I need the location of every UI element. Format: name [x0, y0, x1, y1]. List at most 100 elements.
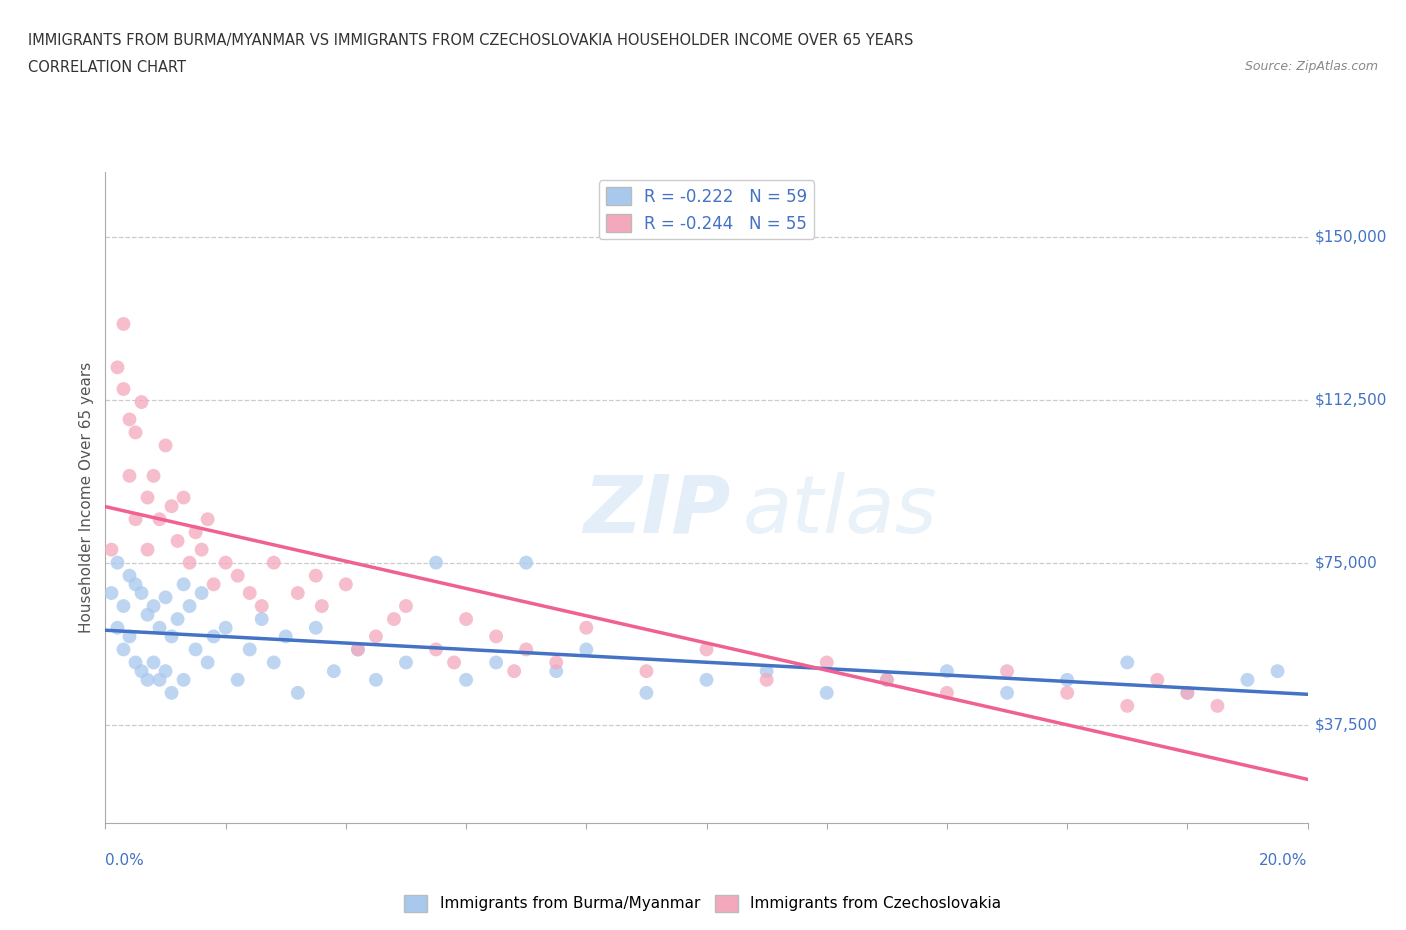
- Point: [1116, 698, 1139, 713]
- Point: [197, 512, 219, 526]
- Text: $37,500: $37,500: [1315, 718, 1378, 733]
- Point: [136, 490, 159, 505]
- Point: [995, 685, 1018, 700]
- Text: IMMIGRANTS FROM BURMA/MYANMAR VS IMMIGRANTS FROM CZECHOSLOVAKIA HOUSEHOLDER INCO: IMMIGRANTS FROM BURMA/MYANMAR VS IMMIGRA…: [28, 33, 914, 47]
- Point: [131, 586, 153, 601]
- Point: [131, 394, 153, 409]
- Point: [485, 629, 508, 644]
- Point: [100, 586, 122, 601]
- Point: [1267, 664, 1289, 679]
- Point: [124, 425, 146, 440]
- Point: [190, 542, 212, 557]
- Point: [755, 664, 778, 679]
- Point: [876, 672, 898, 687]
- Point: [696, 672, 718, 687]
- Point: [136, 672, 159, 687]
- Point: [148, 512, 170, 526]
- Text: atlas: atlas: [742, 472, 938, 550]
- Text: $112,500: $112,500: [1315, 392, 1386, 407]
- Point: [364, 672, 387, 687]
- Point: [454, 612, 477, 627]
- Point: [100, 542, 122, 557]
- Legend: Immigrants from Burma/Myanmar, Immigrants from Czechoslovakia: Immigrants from Burma/Myanmar, Immigrant…: [398, 889, 1008, 918]
- Point: [112, 316, 135, 331]
- Text: Source: ZipAtlas.com: Source: ZipAtlas.com: [1244, 60, 1378, 73]
- Point: [287, 586, 309, 601]
- Point: [503, 664, 526, 679]
- Point: [305, 620, 328, 635]
- Point: [454, 672, 477, 687]
- Point: [118, 629, 141, 644]
- Point: [136, 607, 159, 622]
- Point: [305, 568, 328, 583]
- Point: [546, 664, 568, 679]
- Point: [1236, 672, 1258, 687]
- Point: [1146, 672, 1168, 687]
- Point: [112, 381, 135, 396]
- Point: [382, 612, 405, 627]
- Point: [118, 412, 141, 427]
- Point: [936, 664, 959, 679]
- Point: [1056, 685, 1078, 700]
- Point: [274, 629, 297, 644]
- Point: [142, 599, 165, 614]
- Point: [179, 555, 201, 570]
- Point: [124, 512, 146, 526]
- Point: [696, 642, 718, 657]
- Point: [575, 620, 598, 635]
- Point: [425, 555, 447, 570]
- Point: [148, 672, 170, 687]
- Point: [250, 612, 273, 627]
- Point: [1175, 685, 1198, 700]
- Point: [364, 629, 387, 644]
- Point: [395, 655, 418, 670]
- Point: [515, 555, 537, 570]
- Point: [347, 642, 370, 657]
- Point: [936, 685, 959, 700]
- Point: [160, 685, 183, 700]
- Point: [155, 590, 177, 604]
- Point: [239, 586, 262, 601]
- Point: [636, 664, 658, 679]
- Point: [142, 469, 165, 484]
- Point: [335, 577, 357, 591]
- Point: [190, 586, 212, 601]
- Point: [184, 642, 207, 657]
- Point: [173, 672, 195, 687]
- Point: [995, 664, 1018, 679]
- Point: [118, 469, 141, 484]
- Point: [876, 672, 898, 687]
- Point: [263, 655, 285, 670]
- Point: [214, 620, 236, 635]
- Point: [202, 577, 225, 591]
- Point: [425, 642, 447, 657]
- Point: [107, 620, 129, 635]
- Text: CORRELATION CHART: CORRELATION CHART: [28, 60, 186, 75]
- Point: [395, 599, 418, 614]
- Point: [142, 655, 165, 670]
- Text: $75,000: $75,000: [1315, 555, 1378, 570]
- Point: [202, 629, 225, 644]
- Text: 0.0%: 0.0%: [105, 853, 145, 868]
- Point: [250, 599, 273, 614]
- Point: [136, 542, 159, 557]
- Point: [131, 664, 153, 679]
- Point: [347, 642, 370, 657]
- Point: [287, 685, 309, 700]
- Point: [515, 642, 537, 657]
- Point: [546, 655, 568, 670]
- Point: [322, 664, 344, 679]
- Point: [112, 599, 135, 614]
- Point: [166, 534, 188, 549]
- Point: [575, 642, 598, 657]
- Point: [226, 672, 249, 687]
- Point: [1206, 698, 1229, 713]
- Point: [815, 685, 838, 700]
- Point: [155, 438, 177, 453]
- Point: [160, 629, 183, 644]
- Point: [166, 612, 188, 627]
- Point: [173, 490, 195, 505]
- Text: ZIP: ZIP: [583, 472, 731, 550]
- Text: 20.0%: 20.0%: [1260, 853, 1308, 868]
- Point: [179, 599, 201, 614]
